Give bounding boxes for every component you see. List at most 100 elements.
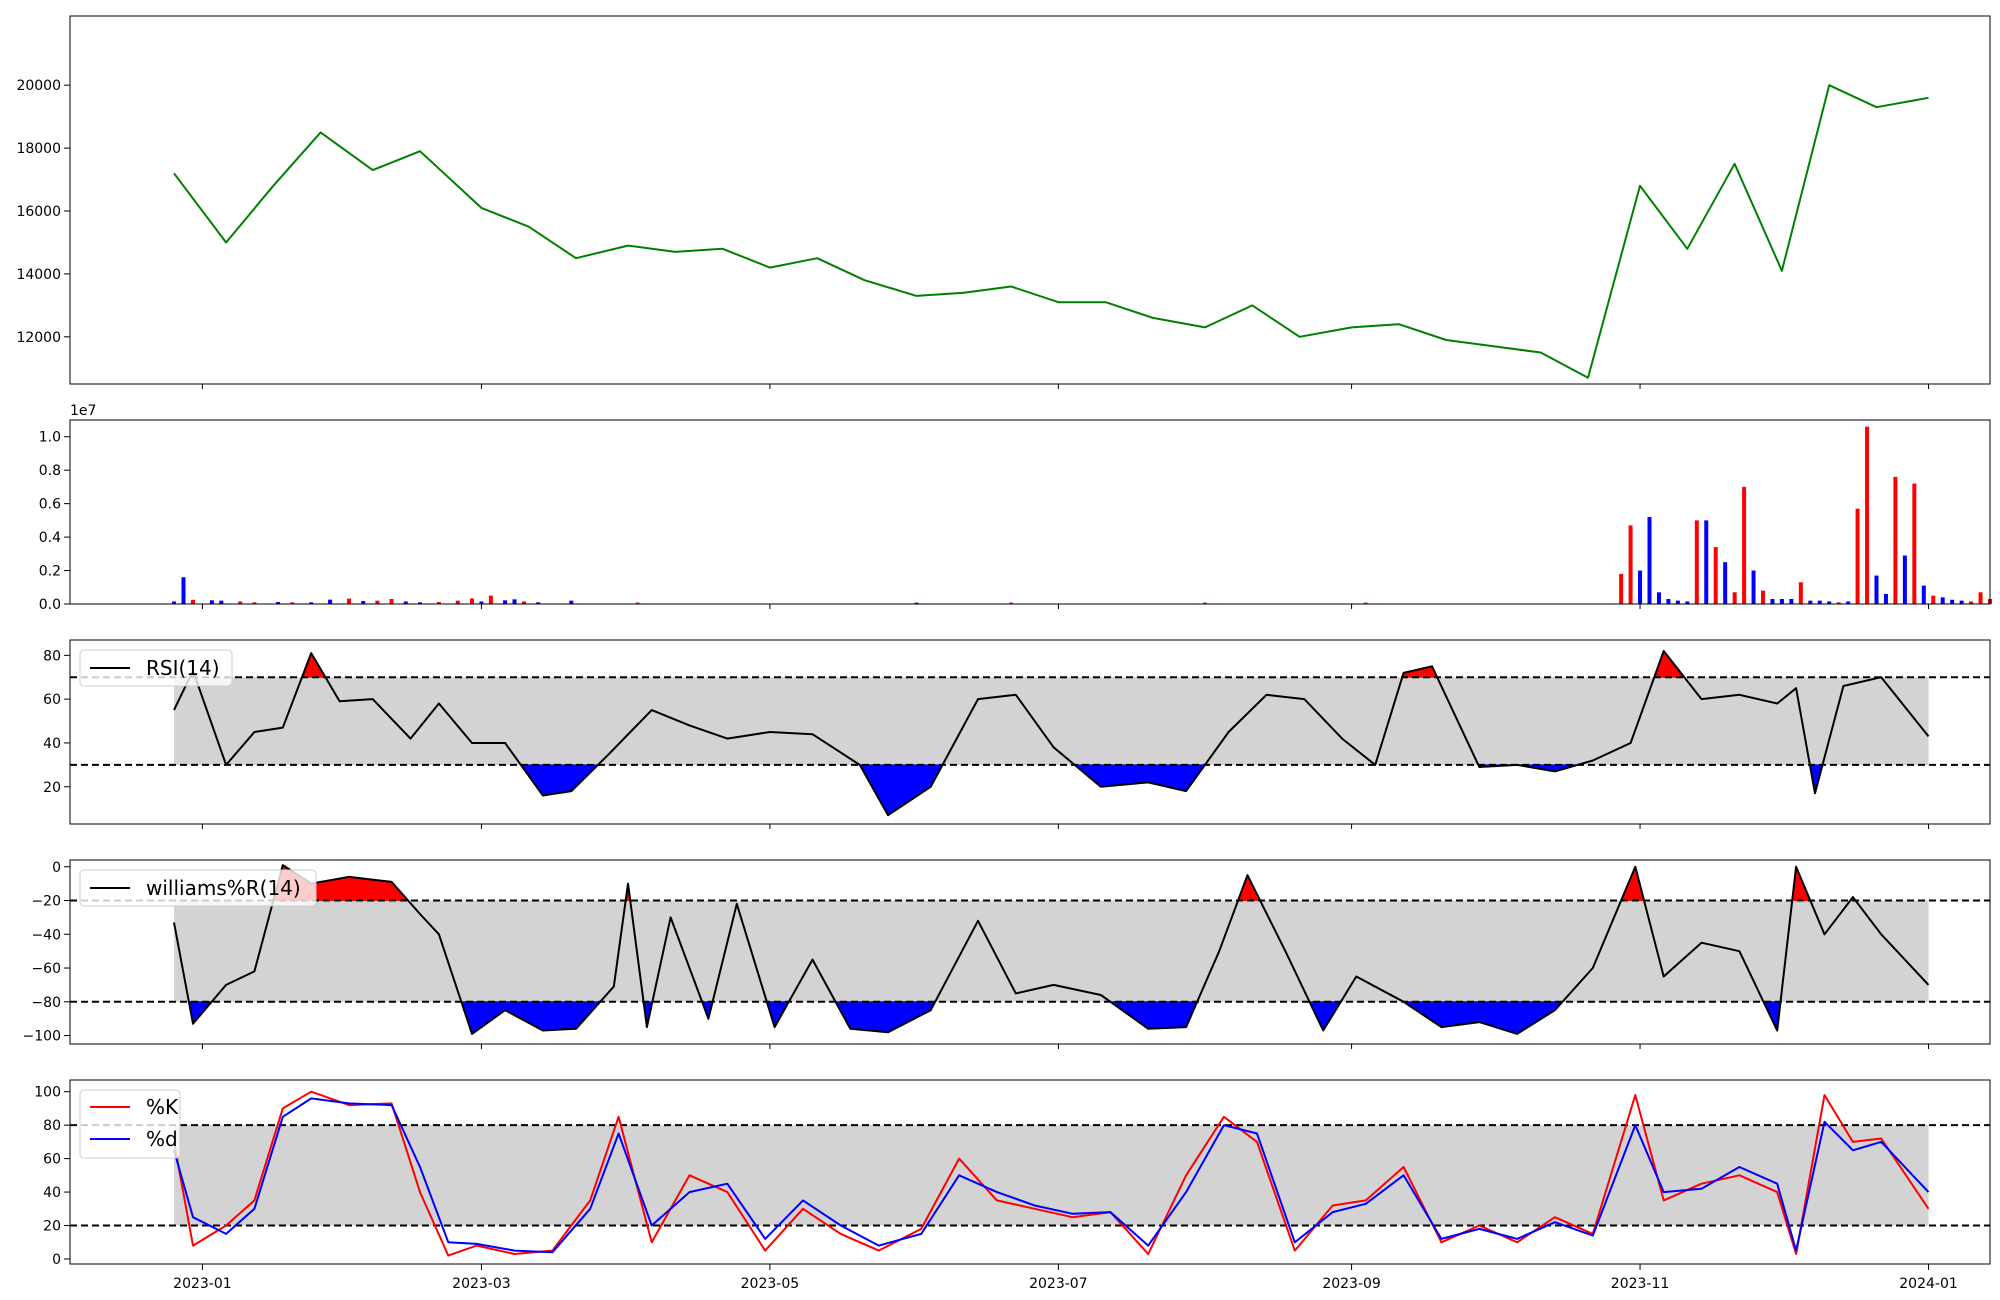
volume-bar — [1363, 602, 1368, 604]
volume-bar — [1675, 600, 1680, 604]
volume-bar — [1656, 592, 1661, 604]
x-tick-label: 2024-01 — [1899, 1276, 1958, 1292]
volume-bar — [1846, 601, 1851, 604]
stochastic-axes-frame — [69, 1079, 1991, 1265]
volume-bar — [1647, 517, 1652, 604]
rsi-line — [173, 650, 1930, 817]
volume-bar — [1865, 426, 1870, 604]
volume-bar — [1742, 486, 1747, 604]
williams-plot-area — [70, 864, 1990, 1035]
volume-bar — [1950, 599, 1955, 604]
y-tick-label: −100 — [23, 1029, 61, 1045]
volume-bar — [1770, 598, 1775, 604]
price-panel: 12000 14000 16000 18000 20000 — [16, 15, 1991, 389]
volume-bar — [1009, 602, 1014, 604]
y-tick-label: −60 — [31, 961, 61, 977]
y-tick-label: 0 — [52, 860, 61, 876]
williams-panel: −100 −80 −60 −40 −20 0 williams%R(14) — [23, 859, 1991, 1049]
williams-y-axis: −100 −80 −60 −40 −20 0 — [23, 860, 1930, 1049]
volume-bar — [1912, 483, 1917, 604]
volume-bar — [1789, 598, 1794, 604]
x-tick-label: 2023-01 — [173, 1276, 232, 1292]
x-tick-label: 2023-09 — [1322, 1276, 1381, 1292]
y-tick-label: 12000 — [16, 330, 61, 346]
volume-bar — [1855, 508, 1860, 604]
volume-bar — [503, 600, 508, 604]
volume-bar — [1808, 600, 1813, 604]
volume-bar — [276, 601, 281, 604]
y-tick-label: 100 — [34, 1085, 61, 1101]
y-tick-label: 18000 — [16, 141, 61, 157]
x-tick-label: 2023-05 — [741, 1276, 800, 1292]
volume-bar — [1628, 525, 1633, 604]
neutral-band — [174, 900, 1929, 1002]
stochastic-plot-area — [70, 1090, 1990, 1257]
y-tick-label: 80 — [43, 1118, 61, 1134]
rsi-legend-box — [79, 649, 233, 687]
price-axes-frame — [69, 15, 1991, 385]
volume-bar — [1713, 547, 1718, 604]
y-tick-label: 40 — [43, 736, 61, 752]
rsi-legend-label: RSI(14) — [146, 656, 220, 680]
price-line — [173, 84, 1929, 379]
volume-bar — [172, 601, 177, 604]
stochastic-legend: %K %d — [79, 1089, 181, 1159]
volume-bar — [1751, 570, 1756, 604]
volume-bar — [375, 600, 380, 604]
y-tick-label: 16000 — [16, 204, 61, 220]
volume-bar — [1883, 593, 1888, 604]
volume-bar — [417, 602, 422, 604]
volume-bar — [1638, 570, 1643, 604]
y-tick-label: 20000 — [16, 78, 61, 94]
volume-bar — [209, 600, 214, 604]
rsi-plot-area — [70, 649, 1990, 817]
y-tick-label: 60 — [43, 692, 61, 708]
volume-bar — [469, 598, 474, 604]
k-legend-label: %K — [146, 1095, 179, 1119]
y-tick-label: 20 — [43, 780, 61, 796]
volume-bar — [455, 600, 460, 604]
y-tick-label: −40 — [31, 927, 61, 943]
williams-legend-box — [79, 869, 317, 907]
volume-bar — [1959, 600, 1964, 604]
volume-offset-label: 1e7 — [70, 403, 96, 419]
x-tick-label: 2023-07 — [1029, 1276, 1088, 1292]
y-tick-label: 0.4 — [39, 530, 61, 546]
volume-bar — [1666, 598, 1671, 604]
volume-bar — [290, 602, 295, 604]
volume-bar — [1779, 598, 1784, 604]
y-tick-label: −20 — [31, 894, 61, 910]
volume-bar — [1874, 575, 1879, 604]
volume-bar — [479, 601, 484, 604]
rsi-panel: 20 40 60 80 RSI(14) — [43, 639, 1991, 829]
volume-bar — [1893, 476, 1898, 604]
volume-bar — [488, 595, 493, 604]
volume-bar — [181, 577, 186, 604]
williams-legend: williams%R(14) — [79, 869, 317, 907]
volume-bar — [536, 602, 541, 604]
volume-bar — [521, 601, 526, 604]
y-tick-label: 1.0 — [39, 430, 61, 446]
volume-bar — [1921, 585, 1926, 604]
volume-bar — [1969, 601, 1974, 604]
volume-bar — [1685, 601, 1690, 604]
volume-bar — [1732, 592, 1737, 604]
rsi-axes-frame — [69, 639, 1991, 825]
williams-axes-frame — [69, 859, 1991, 1045]
y-tick-label: 0.8 — [39, 463, 61, 479]
x-tick-label: 2023-11 — [1611, 1276, 1670, 1292]
price-y-axis: 12000 14000 16000 18000 20000 — [16, 78, 1930, 389]
y-tick-label: 20 — [43, 1219, 61, 1235]
volume-y-axis: 0.0 0.2 0.4 0.6 0.8 1.0 — [39, 430, 1930, 613]
y-tick-label: 0 — [52, 1252, 61, 1268]
x-tick-label: 2023-03 — [452, 1276, 511, 1292]
volume-bar — [347, 598, 352, 604]
stochastic-x-axis: 2023-01 2023-03 2023-05 2023-07 2023-09 2023-… — [173, 1264, 1958, 1292]
volume-bar — [1902, 555, 1907, 604]
volume-bar — [1798, 582, 1803, 604]
volume-bar — [219, 600, 224, 604]
y-tick-label: 0.6 — [39, 497, 61, 513]
